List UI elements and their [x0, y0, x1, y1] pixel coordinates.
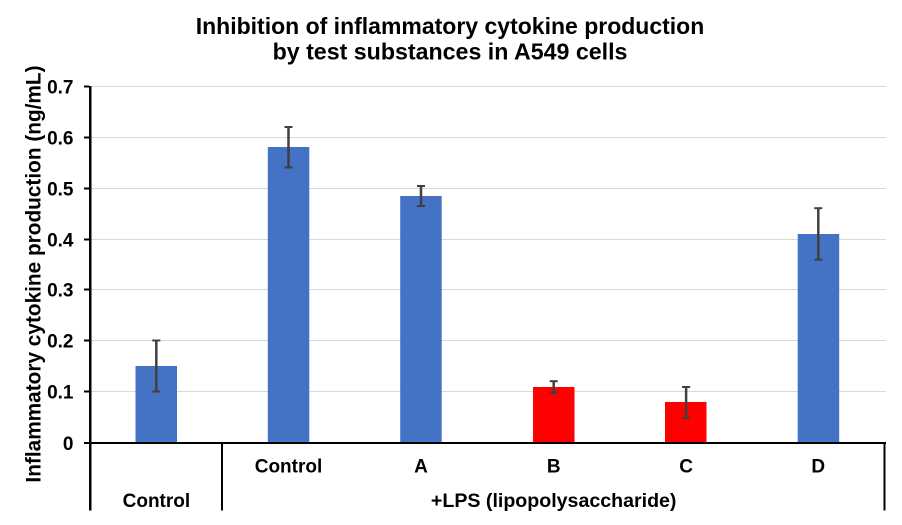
svg-text:A: A: [414, 457, 428, 478]
svg-text:D: D: [811, 457, 825, 478]
svg-text:C: C: [679, 457, 693, 478]
svg-text:0.3: 0.3: [47, 280, 73, 301]
svg-text:0.7: 0.7: [47, 77, 73, 98]
svg-text:by test substances in A549 cel: by test substances in A549 cells: [273, 38, 628, 64]
svg-text:0.6: 0.6: [47, 128, 73, 149]
svg-text:0.1: 0.1: [47, 382, 74, 403]
svg-text:0.5: 0.5: [47, 179, 74, 200]
svg-text:Inhibition of inflammatory cyt: Inhibition of inflammatory cytokine prod…: [196, 13, 705, 39]
svg-text:Control: Control: [123, 491, 191, 512]
svg-text:B: B: [547, 457, 561, 478]
svg-text:0.2: 0.2: [47, 331, 73, 352]
svg-text:0.4: 0.4: [47, 230, 74, 251]
svg-text:+LPS (lipopolysaccharide): +LPS (lipopolysaccharide): [431, 490, 677, 512]
svg-text:0: 0: [63, 434, 74, 455]
svg-text:Inflammatory cytokine producti: Inflammatory cytokine production (ng/mL): [23, 65, 46, 482]
svg-text:Control: Control: [255, 457, 323, 478]
